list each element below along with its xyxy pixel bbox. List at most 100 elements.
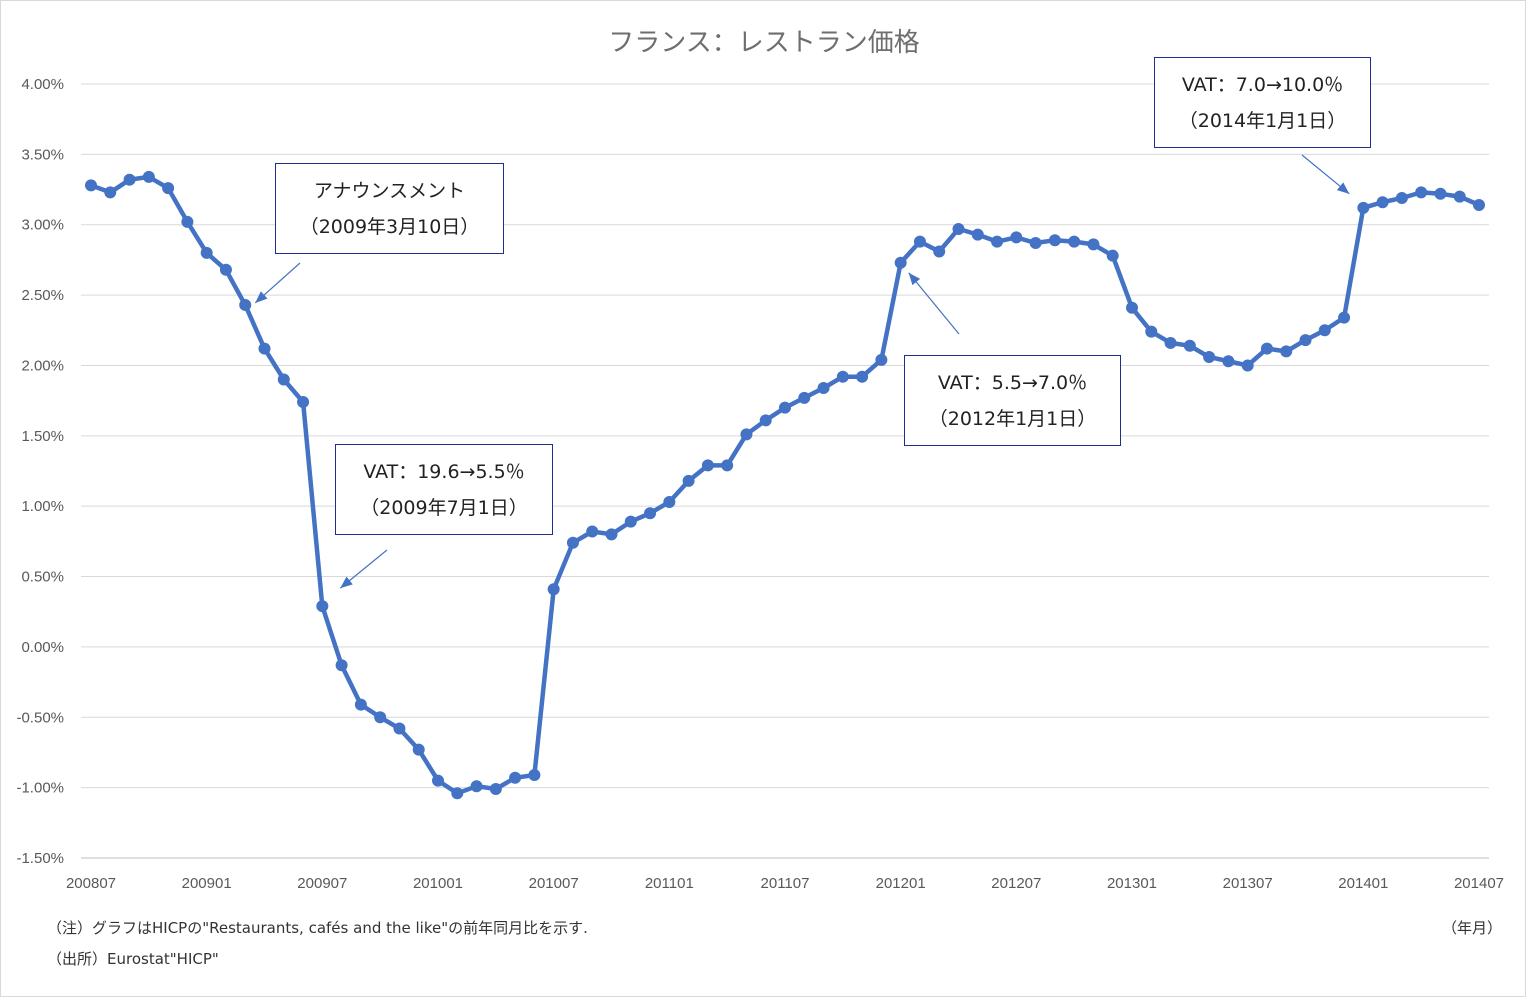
data-point <box>1183 339 1196 352</box>
data-point <box>123 173 136 186</box>
series-line <box>90 174 1480 796</box>
series-markers <box>85 170 1485 800</box>
data-point <box>181 215 194 228</box>
annotation-line2: （2009年7月1日） <box>360 496 528 519</box>
x-axis-label: （年月） <box>1442 919 1503 937</box>
data-point <box>913 235 926 248</box>
x-tick-label: 201307 <box>1223 875 1273 892</box>
annotation-line1: VAT：19.6→5.5％ <box>363 460 525 483</box>
data-point <box>1357 201 1370 214</box>
data-point <box>432 774 444 787</box>
annotation-line2: （2009年3月10日） <box>299 215 480 238</box>
data-point <box>1106 249 1119 262</box>
data-point <box>740 428 753 441</box>
y-tick-label: 4.00% <box>21 76 64 93</box>
data-point <box>817 381 830 394</box>
y-tick-label: 2.00% <box>21 357 64 374</box>
annotation-arrow-head <box>1336 182 1350 194</box>
source-note: （出所）Eurostat"HICP" <box>47 950 219 968</box>
data-point <box>470 780 483 793</box>
data-point <box>316 600 329 613</box>
data-point <box>1068 235 1081 248</box>
data-point <box>875 353 888 366</box>
data-point <box>1434 187 1447 200</box>
x-tick-label: 201201 <box>876 875 926 892</box>
annotation-line1: アナウンスメント <box>313 179 466 202</box>
data-point <box>142 170 155 183</box>
data-point <box>547 583 560 596</box>
annotation-arrow-line <box>908 272 960 335</box>
data-point <box>1338 311 1351 324</box>
x-tick-label: 201101 <box>645 875 694 892</box>
x-tick-label: 200907 <box>297 875 347 892</box>
data-point <box>1395 191 1408 204</box>
data-point <box>1473 199 1485 212</box>
y-tick-label: 3.50% <box>21 146 64 163</box>
data-point <box>1318 324 1331 337</box>
data-point <box>644 507 657 520</box>
y-tick-label: -0.50% <box>16 709 64 726</box>
y-tick-label: 1.50% <box>21 428 64 445</box>
data-point <box>1299 334 1312 347</box>
data-point <box>200 246 213 259</box>
annotation-line1: VAT：7.0→10.0％ <box>1181 73 1344 96</box>
data-point <box>277 373 290 386</box>
x-tick-label: 201107 <box>761 875 810 892</box>
x-tick-label: 200901 <box>182 875 232 892</box>
footnote: （注）グラフはHICPの"Restaurants, cafés and the … <box>47 919 588 937</box>
data-point <box>335 659 348 672</box>
data-point <box>1241 359 1254 372</box>
y-tick-label: 3.00% <box>21 217 64 234</box>
x-axis-ticks: 200807 200901 200907 201001 201007 201101 2011… <box>66 875 1504 892</box>
data-point <box>566 536 579 549</box>
y-tick-label: 0.00% <box>21 639 64 656</box>
data-point <box>682 474 695 487</box>
data-point <box>933 245 946 258</box>
data-point <box>759 414 772 427</box>
annotation-arrow-head <box>908 272 921 286</box>
data-point <box>1222 355 1235 368</box>
data-point <box>624 515 637 528</box>
data-point <box>952 222 965 235</box>
x-tick-label: 201001 <box>413 875 463 892</box>
y-axis-ticks: 4.00% 3.50% 3.00% 2.50% 2.00% 1.50% 1.00% 0.50%… <box>16 76 64 867</box>
data-point <box>856 370 869 383</box>
x-tick-label: 201407 <box>1454 875 1504 892</box>
annotation-arrow-head <box>340 576 353 589</box>
data-point <box>798 391 811 404</box>
data-point <box>162 182 175 195</box>
annotation-box-vat-2012: VAT：5.5→7.0％ （2012年1月1日） <box>904 355 1121 446</box>
data-point <box>701 459 714 472</box>
data-point <box>1126 301 1138 314</box>
data-point <box>1415 186 1428 199</box>
data-point <box>1203 351 1216 364</box>
y-tick-label: 1.00% <box>21 498 64 515</box>
annotation-line1: VAT：5.5→7.0％ <box>937 371 1088 394</box>
data-point <box>412 743 425 756</box>
annotation-arrow-head <box>255 291 268 303</box>
data-point <box>509 771 522 784</box>
annotation-box-vat-2014: VAT：7.0→10.0％ （2014年1月1日） <box>1154 57 1371 148</box>
annotation-line2: （2014年1月1日） <box>1178 109 1347 132</box>
data-point <box>1087 238 1100 251</box>
data-point <box>489 783 502 796</box>
data-point <box>85 179 97 192</box>
data-point <box>374 711 387 724</box>
x-tick-label: 200807 <box>66 875 116 892</box>
data-point <box>586 525 599 538</box>
data-point <box>1048 234 1061 247</box>
x-tick-label: 201007 <box>529 875 579 892</box>
data-point <box>836 370 849 383</box>
data-point <box>1376 196 1389 209</box>
data-point <box>779 401 791 414</box>
data-point <box>1029 237 1042 250</box>
data-point <box>663 495 676 508</box>
data-point <box>605 528 618 541</box>
data-point <box>1145 325 1158 338</box>
data-point <box>721 459 734 472</box>
x-tick-label: 201301 <box>1107 875 1157 892</box>
data-point <box>297 396 310 409</box>
data-point <box>239 298 252 311</box>
y-tick-label: -1.00% <box>16 780 64 797</box>
